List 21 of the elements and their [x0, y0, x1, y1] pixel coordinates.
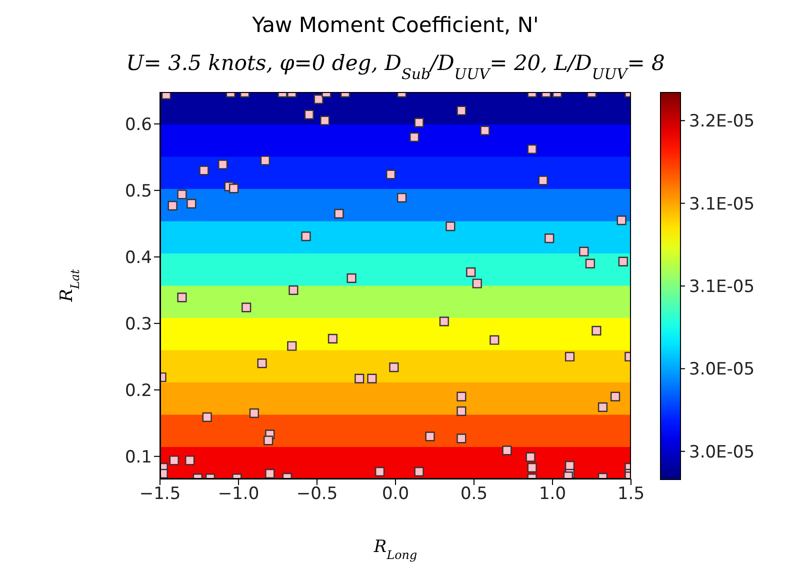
- y-tick-label: 0.5: [124, 181, 152, 202]
- y-tick-label: 0.4: [124, 248, 152, 268]
- x-tick-label: 1.5: [617, 484, 645, 504]
- y-tick-label: 0.3: [124, 314, 152, 334]
- color-bar-label: 3.1E-05: [689, 194, 755, 214]
- x-tick-label: 0.5: [460, 484, 488, 504]
- x-axis-title: R$_{Long}$: [372, 537, 418, 562]
- color-bar-label: 3.2E-05: [689, 112, 755, 132]
- chart-subtitle: U= 3.5 knots, φ=0 deg, D$_{Sub}$/D$_{UUV}$= 20, L/D$_{UUV}$= 8: [126, 51, 665, 82]
- y-tick-label: 0.6: [124, 114, 152, 135]
- x-tick-label: −0.5: [296, 484, 338, 504]
- color-bar-label: 3.0E-05: [689, 442, 755, 462]
- x-tick-label: 0.0: [382, 484, 410, 504]
- color-bar-label: 3.0E-05: [689, 360, 755, 380]
- chart-title: Yaw Moment Coefficient, N': [251, 13, 539, 37]
- x-tick-label: 1.0: [538, 484, 566, 504]
- y-tick-label: 0.2: [124, 380, 152, 401]
- x-tick-label: −1.0: [218, 484, 260, 504]
- color-bar-label: 3.1E-05: [689, 277, 755, 297]
- x-tick-label: −1.5: [139, 484, 181, 504]
- y-tick-label: 0.1: [124, 447, 152, 468]
